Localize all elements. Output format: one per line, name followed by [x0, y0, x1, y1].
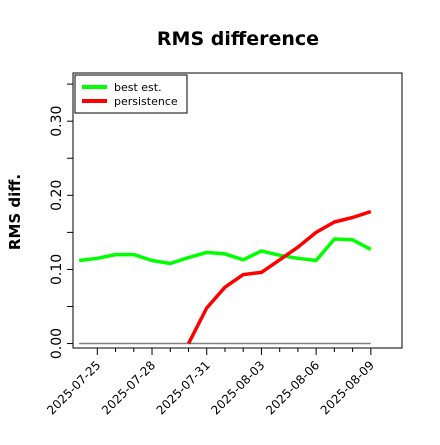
plot-frame: [72, 72, 403, 349]
y-tick-label: 0.10: [49, 254, 65, 285]
x-tick-label: 2025-08-03: [208, 358, 267, 417]
x-tick-label: 2025-07-28: [99, 358, 158, 417]
x-tick-label: 2025-08-06: [263, 358, 322, 417]
y-tick-label: 0.30: [49, 106, 65, 137]
legend-label-persistence: persistence: [114, 95, 178, 108]
y-tick-label: 0.00: [49, 328, 65, 359]
series-lines: [78, 209, 372, 345]
chart-title: RMS difference: [157, 28, 319, 50]
x-tick-label: 2025-07-25: [44, 358, 103, 417]
x-tick-label: 2025-07-31: [154, 358, 213, 417]
legend: best est. persistence: [74, 74, 188, 114]
y-tick-label: 0.20: [49, 180, 65, 211]
x-tick-label: 2025-08-09: [318, 358, 377, 417]
y-axis-label: RMS diff.: [6, 174, 24, 250]
legend-box: [74, 74, 188, 114]
legend-label-best-est: best est.: [114, 81, 162, 94]
series-line-persistence: [186, 209, 372, 345]
series-line-best-est: [78, 237, 372, 266]
axes: 0.000.100.200.302025-07-252025-07-282025…: [44, 83, 377, 417]
